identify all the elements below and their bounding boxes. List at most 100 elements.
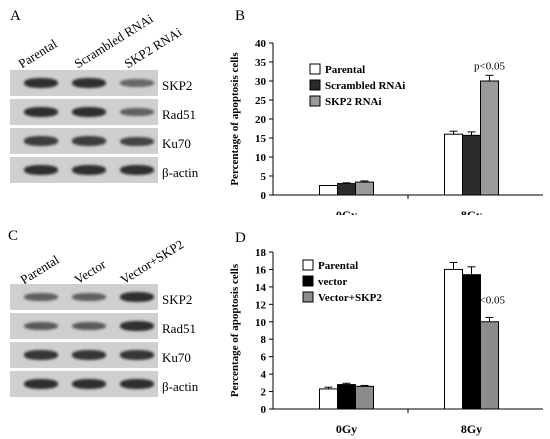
y-tick-label: 0	[261, 190, 267, 202]
blot-c-band	[24, 293, 58, 301]
y-tick-label: 10	[255, 317, 267, 329]
panel-letter-c: C	[8, 228, 19, 244]
x-tick-label: 0Gy	[336, 208, 357, 215]
bar-chart-b: B 0 5 10 15 20 25 30 35 40 Percentage of apoptosis…	[229, 8, 543, 215]
protein-label-skp2-c: SKP2	[162, 292, 193, 307]
bar	[462, 134, 481, 196]
protein-label-ku70: Ku70	[162, 136, 191, 151]
lane-label-parental-c: Parental	[17, 251, 62, 288]
bar	[480, 80, 499, 196]
blot-c-band	[120, 350, 154, 360]
blot-a-band	[120, 79, 154, 87]
y-tick-label: 8	[261, 334, 267, 346]
blot-c-band	[72, 350, 106, 360]
y-tick-label: 25	[255, 95, 267, 107]
y-tick-label: 4	[261, 369, 267, 381]
y-tick-label: 5	[261, 171, 267, 183]
blot-a-strip-ku70	[10, 128, 158, 154]
bar	[444, 133, 463, 196]
protein-label-beta-actin: β-actin	[162, 165, 199, 180]
legend-label: Scrambled RNAi	[325, 80, 405, 92]
legend-label: Parental	[318, 260, 358, 272]
blot-c-band	[24, 321, 58, 331]
bar	[337, 183, 356, 196]
blot-c-strip-actin	[10, 371, 158, 397]
blot-c-band	[24, 379, 58, 389]
blot-a-protein-labels: SKP2 Rad51 Ku70 β-actin	[162, 72, 222, 190]
blot-c-band	[120, 321, 154, 331]
western-blot-a	[10, 70, 158, 188]
legend-swatch	[302, 259, 314, 271]
protein-label-beta-actin-c: β-actin	[162, 379, 199, 394]
panel-letter: B	[235, 8, 245, 24]
y-tick-label: 0	[261, 404, 267, 416]
legend-swatch	[302, 275, 314, 287]
blot-a-strip-skp2	[10, 70, 158, 96]
protein-label-skp2: SKP2	[162, 78, 193, 93]
blot-a-band	[72, 136, 106, 146]
y-tick-label: 18	[255, 247, 267, 259]
blot-a-band	[24, 78, 58, 88]
blot-a-strip-actin	[10, 157, 158, 183]
bar	[355, 385, 374, 410]
blot-c-band	[120, 379, 154, 389]
y-axis-label: Percentage of apoptosis cells	[229, 263, 241, 397]
blot-c-protein-labels: SKP2 Rad51 Ku70 β-actin	[162, 286, 222, 404]
panel-letter: D	[235, 230, 246, 246]
blot-a-band	[120, 136, 154, 146]
y-tick-label: 2	[261, 387, 267, 399]
legend-label: Vector+SKP2	[318, 292, 382, 304]
y-tick-label: 20	[255, 114, 267, 126]
bar-chart-d: D 0 2 4 6 8 10 12 14 16 18 Percentage of apoptosis …	[229, 230, 543, 436]
y-axis-label: Percentage of apoptosis cells	[229, 52, 241, 186]
y-tick-label: 12	[255, 299, 267, 311]
legend-label: SKP2 RNAi	[325, 96, 382, 108]
legend-label: vector	[318, 276, 347, 288]
x-tick-label: 8Gy	[461, 422, 482, 436]
legend-label: Parental	[325, 64, 365, 76]
x-tick-label: 0Gy	[336, 422, 357, 436]
blot-c-band	[24, 350, 58, 360]
bar	[319, 388, 338, 410]
y-tick-label: 14	[255, 282, 267, 294]
y-tick-label: 15	[255, 133, 267, 145]
blot-c-strip-skp2	[10, 284, 158, 310]
panel-letter-a: A	[10, 8, 21, 24]
western-blot-c	[10, 284, 158, 402]
blot-a-band	[72, 165, 106, 175]
lane-label-parental: Parental	[15, 35, 60, 72]
blot-a-band	[72, 78, 106, 88]
blot-a-band	[24, 107, 58, 117]
blot-c-band	[72, 379, 106, 389]
blot-a-band	[120, 165, 154, 175]
blot-a-band	[24, 165, 58, 175]
bar	[337, 384, 356, 410]
significance-annotation: p<0.05	[474, 294, 505, 306]
y-tick-label: 40	[255, 38, 267, 50]
y-tick-label: 35	[255, 57, 267, 69]
y-tick-label: 30	[255, 76, 267, 88]
legend-swatch	[302, 291, 314, 303]
blot-c-band	[72, 321, 106, 331]
protein-label-rad51: Rad51	[162, 107, 196, 122]
lane-label-vector-skp2: Vector+SKP2	[117, 236, 187, 288]
blot-c-band	[120, 292, 154, 302]
legend-swatch	[309, 79, 321, 91]
blot-a-band	[120, 108, 154, 116]
bar	[319, 185, 338, 196]
blot-a-strip-rad51	[10, 99, 158, 125]
legend-swatch	[309, 95, 321, 107]
blot-c-strip-rad51	[10, 313, 158, 339]
significance-annotation: p<0.05	[474, 60, 505, 72]
y-tick-label: 6	[261, 352, 267, 364]
blot-a-band	[72, 107, 106, 117]
y-tick-label: 10	[255, 152, 267, 164]
protein-label-ku70-c: Ku70	[162, 350, 191, 365]
blot-a-band	[24, 136, 58, 146]
blot-c-strip-ku70	[10, 342, 158, 368]
protein-label-rad51-c: Rad51	[162, 321, 196, 336]
bar	[355, 181, 374, 196]
x-tick-label: 8Gy	[461, 208, 482, 215]
legend-swatch	[309, 63, 321, 75]
blot-c-band	[72, 293, 106, 301]
